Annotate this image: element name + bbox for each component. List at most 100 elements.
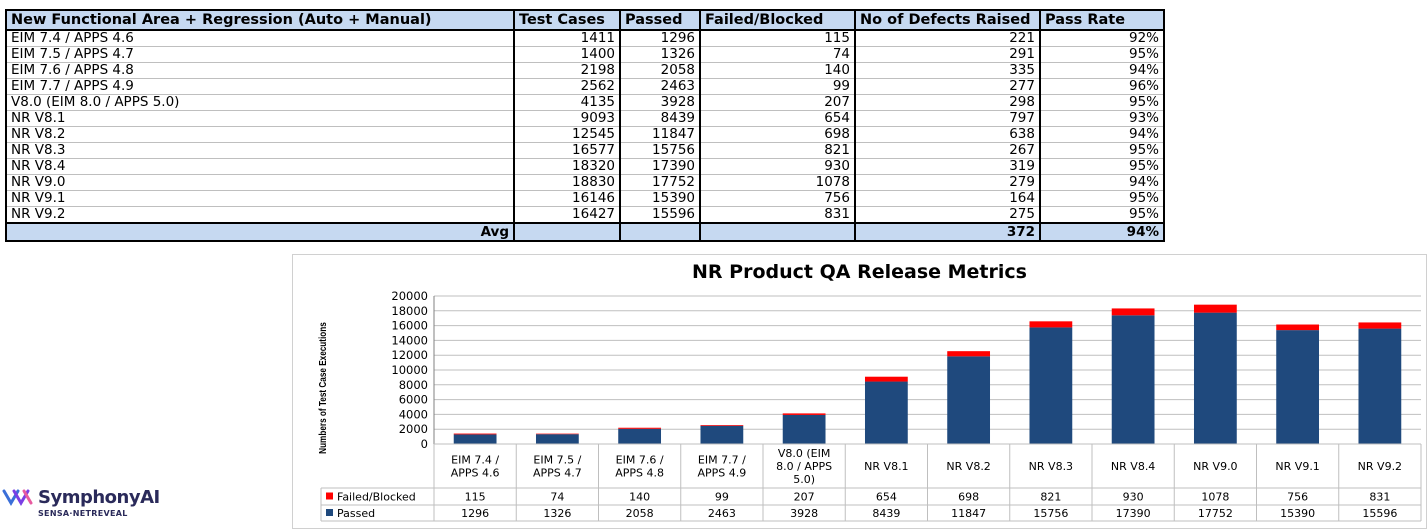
- table-cell: 221: [854, 30, 1041, 47]
- table-cell: 335: [854, 62, 1041, 79]
- table-cell: 319: [854, 158, 1041, 175]
- bar-failed-blocked: [535, 433, 579, 435]
- table-header-row: New Functional Area + Regression (Auto +…: [5, 9, 1165, 31]
- table-row: EIM 7.6 / APPS 4.8 2198 2058 140 335 94%: [5, 62, 1165, 79]
- bar-failed-blocked: [1358, 322, 1402, 329]
- x-category-label: APPS 4.8: [615, 467, 664, 480]
- table-cell: 17390: [619, 158, 701, 175]
- table-cell: 4135: [513, 94, 621, 111]
- logo-sub-text: SENSA·NETREVEAL: [38, 509, 128, 518]
- x-category-label: NR V8.1: [864, 460, 908, 473]
- symphonyai-logo: SymphonyAI SENSA·NETREVEAL: [2, 487, 160, 518]
- table-cell: 275: [854, 206, 1041, 224]
- table-row: NR V9.2 16427 15596 831 275 95%: [5, 206, 1165, 224]
- table-row: NR V8.1 9093 8439 654 797 93%: [5, 110, 1165, 127]
- bar-failed-blocked: [1193, 304, 1237, 313]
- bar-failed-blocked: [453, 433, 497, 435]
- table-cell: 277: [854, 78, 1041, 95]
- table-avg-row: Avg 372 94%: [5, 222, 1165, 242]
- table-cell: 298: [854, 94, 1041, 111]
- table-cell: 74: [699, 46, 856, 63]
- table-cell: 95%: [1039, 206, 1165, 224]
- table-cell: 15390: [619, 190, 701, 207]
- table-cell: 99: [699, 78, 856, 95]
- x-category-label: EIM 7.7 /: [698, 454, 746, 467]
- data-label: 11847: [951, 507, 986, 520]
- data-label: 99: [715, 491, 729, 504]
- table-cell: 1411: [513, 30, 621, 47]
- data-label: 8439: [872, 507, 900, 520]
- bar-failed-blocked: [1111, 308, 1155, 316]
- table-cell: 2562: [513, 78, 621, 95]
- bar-failed-blocked: [618, 427, 662, 429]
- table-row: NR V8.3 16577 15756 821 267 95%: [5, 142, 1165, 159]
- release-name-cell: NR V8.2: [5, 126, 515, 143]
- table-cell: 96%: [1039, 78, 1165, 95]
- bar-passed: [1193, 312, 1237, 444]
- data-label: 698: [958, 491, 979, 504]
- logo-brand-text: SymphonyAI: [38, 487, 160, 508]
- table-cell: 95%: [1039, 142, 1165, 159]
- table-cell: 9093: [513, 110, 621, 127]
- bar-passed: [782, 414, 826, 444]
- x-category-label: NR V9.0: [1193, 460, 1237, 473]
- table-cell: 94%: [1039, 174, 1165, 191]
- table-cell: 115: [699, 30, 856, 47]
- table-cell: 207: [699, 94, 856, 111]
- data-label: 1326: [543, 507, 571, 520]
- data-label: 15390: [1280, 507, 1315, 520]
- table-cell: 16146: [513, 190, 621, 207]
- bar-passed: [947, 356, 991, 444]
- x-category-label: 5.0): [793, 473, 815, 486]
- data-label: 2463: [708, 507, 736, 520]
- legend-swatch: [326, 509, 333, 516]
- table-body: EIM 7.4 / APPS 4.6 1411 1296 115 221 92% EIM 7…: [5, 30, 1165, 224]
- data-label: 654: [876, 491, 897, 504]
- symphonyai-logo-mark-icon: [2, 489, 33, 506]
- table-cell: 821: [699, 142, 856, 159]
- table-row: NR V9.0 18830 17752 1078 279 94%: [5, 174, 1165, 191]
- table-row: NR V8.2 12545 11847 698 638 94%: [5, 126, 1165, 143]
- table-cell: 95%: [1039, 94, 1165, 111]
- x-category-label: EIM 7.6 /: [616, 454, 664, 467]
- release-name-cell: NR V8.4: [5, 158, 515, 175]
- table-cell: 3928: [619, 94, 701, 111]
- avg-cell-empty: [699, 222, 856, 242]
- table-cell: 1296: [619, 30, 701, 47]
- data-label: 207: [794, 491, 815, 504]
- data-label: 821: [1040, 491, 1061, 504]
- table-row: EIM 7.7 / APPS 4.9 2562 2463 99 277 96%: [5, 78, 1165, 95]
- column-header: Pass Rate: [1039, 9, 1165, 31]
- x-category-label: APPS 4.6: [451, 467, 500, 480]
- table-row: V8.0 (EIM 8.0 / APPS 5.0) 4135 3928 207 298 9…: [5, 94, 1165, 111]
- table-row: EIM 7.4 / APPS 4.6 1411 1296 115 221 92%: [5, 30, 1165, 47]
- table-cell: 93%: [1039, 110, 1165, 127]
- data-label: 115: [465, 491, 486, 504]
- table-cell: 654: [699, 110, 856, 127]
- x-category-label: NR V9.2: [1358, 460, 1402, 473]
- table-cell: 15596: [619, 206, 701, 224]
- release-name-cell: EIM 7.4 / APPS 4.6: [5, 30, 515, 47]
- table-cell: 756: [699, 190, 856, 207]
- bar-failed-blocked: [864, 376, 908, 382]
- table-cell: 831: [699, 206, 856, 224]
- x-category-label: 8.0 / APPS: [776, 460, 832, 473]
- table-cell: 797: [854, 110, 1041, 127]
- column-header: Failed/Blocked: [699, 9, 856, 31]
- bar-passed: [700, 425, 744, 444]
- x-category-label: APPS 4.9: [697, 467, 746, 480]
- table-cell: 140: [699, 62, 856, 79]
- table-cell: 1400: [513, 46, 621, 63]
- x-category-label: NR V9.1: [1275, 460, 1319, 473]
- legend-label: Passed: [337, 507, 375, 520]
- summary-table: New Functional Area + Regression (Auto +…: [5, 9, 1165, 242]
- data-label: 831: [1369, 491, 1390, 504]
- bar-failed-blocked: [782, 413, 826, 415]
- table-cell: 18320: [513, 158, 621, 175]
- table-cell: 1326: [619, 46, 701, 63]
- y-tick-label: 6000: [399, 393, 428, 407]
- x-category-label: NR V8.2: [946, 460, 990, 473]
- table-cell: 11847: [619, 126, 701, 143]
- bar-passed: [864, 381, 908, 444]
- table-cell: 638: [854, 126, 1041, 143]
